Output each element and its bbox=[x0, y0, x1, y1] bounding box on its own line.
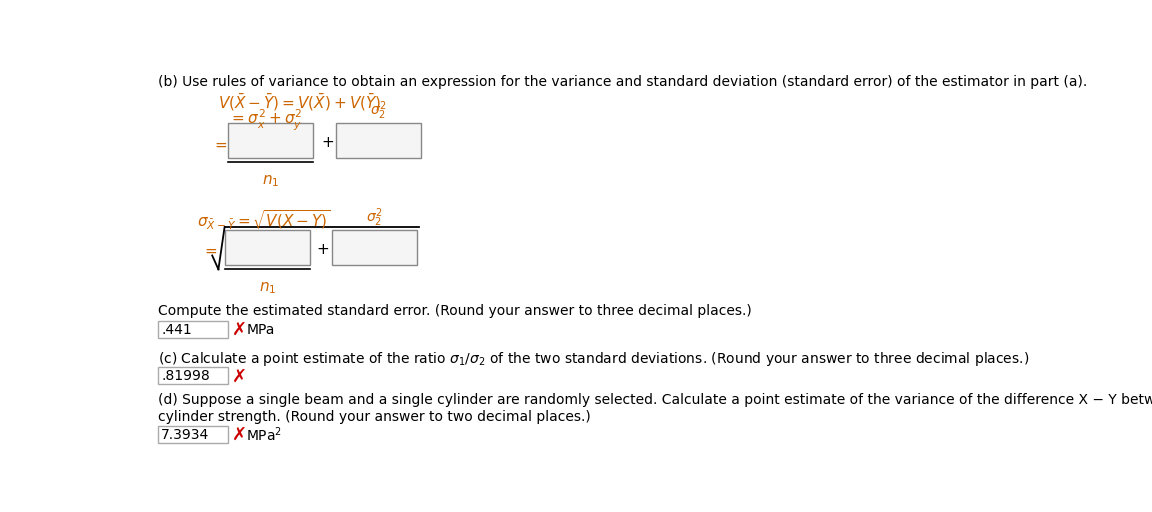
Text: $\sigma_{\bar{X}-\bar{Y}} = \sqrt{V(X - Y)}$: $\sigma_{\bar{X}-\bar{Y}} = \sqrt{V(X - … bbox=[197, 208, 331, 231]
Text: $+$: $+$ bbox=[320, 135, 334, 150]
Text: $=$: $=$ bbox=[212, 137, 228, 152]
Text: $\sigma_2^2$: $\sigma_2^2$ bbox=[366, 206, 382, 228]
Text: .441: .441 bbox=[161, 323, 191, 337]
Text: $V(\bar{X} - \bar{Y}) = V(\bar{X}) + V(\bar{Y})$: $V(\bar{X} - \bar{Y}) = V(\bar{X}) + V(\… bbox=[218, 92, 381, 113]
Text: MPa$^2$: MPa$^2$ bbox=[247, 425, 282, 444]
Text: $+$: $+$ bbox=[316, 242, 329, 257]
Text: $n_1$: $n_1$ bbox=[262, 173, 279, 189]
Text: (d) Suppose a single beam and a single cylinder are randomly selected. Calculate: (d) Suppose a single beam and a single c… bbox=[158, 393, 1152, 423]
Bar bbox=[225, 230, 310, 265]
Text: $= \sigma_x^2 + \sigma_y^2$: $= \sigma_x^2 + \sigma_y^2$ bbox=[229, 108, 303, 133]
Bar bbox=[158, 321, 228, 338]
Bar bbox=[158, 367, 228, 384]
Text: ✗: ✗ bbox=[233, 426, 248, 444]
Bar bbox=[336, 123, 422, 158]
Text: .81998: .81998 bbox=[161, 369, 210, 383]
Text: MPa: MPa bbox=[247, 323, 274, 337]
Text: $=$: $=$ bbox=[202, 243, 218, 258]
Text: $\sigma_2^2$: $\sigma_2^2$ bbox=[371, 99, 387, 121]
Text: (c) Calculate a point estimate of the ratio $\sigma_1/\sigma_2$ of the two stand: (c) Calculate a point estimate of the ra… bbox=[158, 350, 1029, 368]
Bar bbox=[158, 425, 228, 442]
Text: Compute the estimated standard error. (Round your answer to three decimal places: Compute the estimated standard error. (R… bbox=[158, 304, 752, 318]
Text: ✗: ✗ bbox=[233, 321, 248, 339]
Text: $n_1$: $n_1$ bbox=[258, 280, 276, 296]
Text: ✗: ✗ bbox=[233, 368, 248, 386]
Text: (b) Use rules of variance to obtain an expression for the variance and standard : (b) Use rules of variance to obtain an e… bbox=[158, 75, 1087, 89]
Bar bbox=[332, 230, 417, 265]
Text: 7.3934: 7.3934 bbox=[161, 428, 210, 442]
Bar bbox=[228, 123, 313, 158]
